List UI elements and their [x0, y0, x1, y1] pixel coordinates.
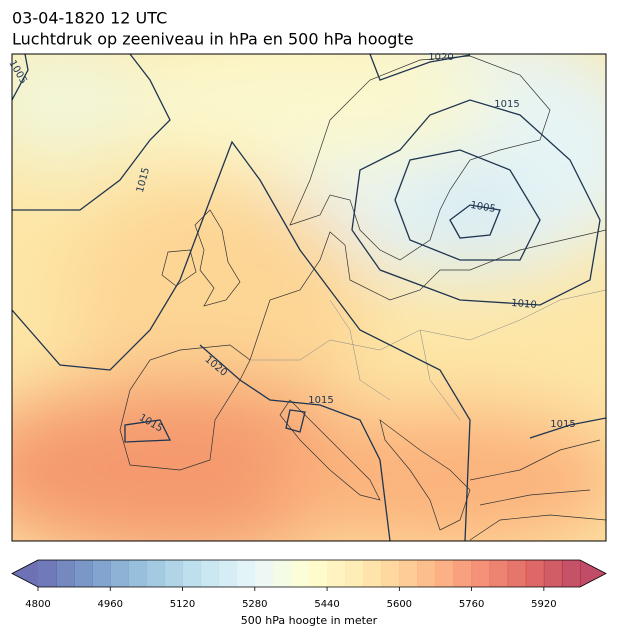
colorbar-bin: [417, 560, 436, 587]
colorbar-label: 500 hPa hoogte in meter: [241, 614, 378, 627]
subtitle: Luchtdruk op zeeniveau in hPa en 500 hPa…: [12, 30, 414, 49]
colorbar-tick-label: 5120: [170, 599, 195, 610]
colorbar-bin: [290, 560, 310, 587]
colorbar-bin: [489, 560, 509, 587]
colorbar-extend-high: [580, 560, 606, 587]
colorbar-bin: [543, 560, 563, 587]
map-frame: [11, 53, 607, 542]
colorbar-tick-label: 5600: [387, 599, 412, 610]
colorbar-bin: [254, 560, 274, 587]
colorbar-extend-low: [12, 560, 38, 587]
colorbar-bin: [128, 560, 147, 587]
isobar-label: 1005: [469, 200, 496, 215]
colorbar-bin: [363, 560, 382, 587]
colorbar-bin: [525, 560, 545, 587]
colorbar-tick-label: 5280: [242, 599, 267, 610]
colorbar-bin: [164, 560, 184, 587]
map: [12, 54, 606, 541]
colorbar-bin: [327, 560, 346, 587]
colorbar-bin: [561, 560, 581, 587]
isobar-label: 1010: [511, 298, 537, 311]
colorbar-bin: [182, 560, 202, 587]
colorbar-bin: [146, 560, 165, 587]
colorbar-bin: [56, 560, 75, 587]
title: 03-04-1820 12 UTC: [12, 9, 167, 28]
colorbar-bin: [399, 560, 418, 587]
colorbar-bin: [92, 560, 111, 587]
colorbar-bin: [381, 560, 400, 587]
colorbar-tick-label: 4800: [25, 599, 50, 610]
colorbar-tick-label: 4960: [98, 599, 123, 610]
isobar-label: 1020: [428, 52, 453, 63]
colorbar-bin: [453, 560, 473, 587]
colorbar-outline: [11, 559, 607, 588]
colorbar-tick-label: 5760: [459, 599, 484, 610]
colorbar-bin: [38, 560, 57, 587]
isobar-label: 1015: [494, 99, 519, 110]
colorbar-bin: [435, 560, 455, 587]
colorbar-bin: [110, 560, 129, 587]
isobar-label: 1015: [550, 419, 575, 430]
colorbar-tick-label: 5920: [531, 599, 556, 610]
colorbar-bin: [345, 560, 364, 587]
isobar-label: 1015: [308, 395, 333, 406]
colorbar-bin: [471, 560, 491, 587]
colorbar-tick-label: 5440: [314, 599, 339, 610]
colorbar-bin: [507, 560, 527, 587]
colorbar-bin: [218, 560, 238, 587]
colorbar-bin: [74, 560, 93, 587]
colorbar-bin: [309, 560, 328, 587]
colorbar-bin: [272, 560, 292, 587]
colorbar-bin: [236, 560, 256, 587]
colorbar-bin: [200, 560, 220, 587]
